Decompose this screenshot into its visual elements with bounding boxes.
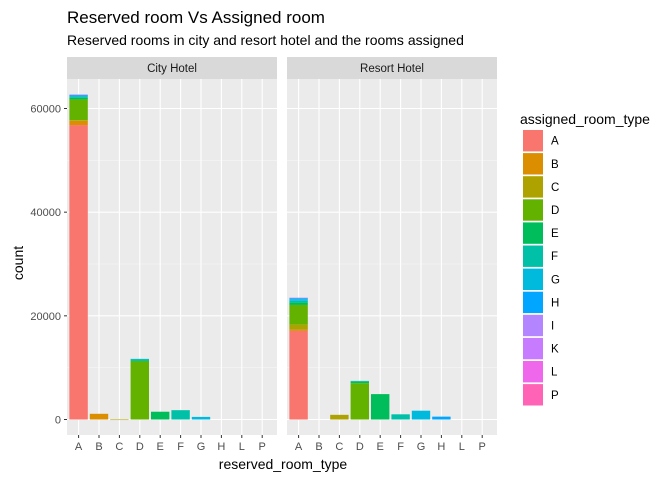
- x-tick-label: E: [157, 441, 164, 453]
- x-tick-label: G: [197, 441, 206, 453]
- legend-label: B: [551, 159, 559, 171]
- y-tick-label: 0: [55, 415, 61, 427]
- legend-key: [523, 314, 543, 337]
- legend-label: I: [551, 321, 554, 333]
- x-tick-label: A: [75, 441, 83, 453]
- bar-segment: [69, 96, 88, 98]
- legend-key: [523, 361, 543, 383]
- bar-segment: [69, 125, 88, 420]
- x-tick-label: C: [335, 441, 343, 453]
- facet-panel: City Hotel: [67, 57, 277, 435]
- bar-segment: [151, 411, 170, 420]
- legend-key: [523, 130, 543, 152]
- bar-segment: [391, 414, 410, 420]
- bar-segment: [330, 414, 349, 420]
- x-tick-label: C: [115, 441, 123, 453]
- y-tick-label: 40000: [30, 207, 61, 219]
- x-tick-label: H: [217, 441, 225, 453]
- bar-segment: [371, 394, 390, 420]
- y-axis: 0 20000 40000 60000: [30, 104, 67, 427]
- facet-strip: [67, 57, 277, 79]
- bar-segment: [350, 381, 369, 384]
- x-tick-label: L: [459, 441, 465, 453]
- bar-segment: [289, 297, 308, 299]
- x-tick-label: P: [259, 441, 266, 453]
- bar-segment: [110, 419, 129, 421]
- y-axis-title: count: [10, 246, 26, 280]
- bar-segment: [130, 359, 149, 361]
- legend-label: K: [551, 344, 559, 356]
- bar-segment: [89, 413, 109, 420]
- bar-segment: [289, 302, 308, 305]
- legend-key: [523, 245, 543, 267]
- bar-segment: [432, 416, 451, 420]
- legend-label: P: [551, 390, 559, 402]
- bar-segment: [171, 410, 190, 420]
- x-tick-label: B: [95, 441, 102, 453]
- chart-subtitle: Reserved rooms in city and resort hotel …: [67, 32, 464, 48]
- legend-key: [523, 153, 543, 175]
- bar-segment: [289, 329, 308, 331]
- x-tick-label: L: [239, 441, 245, 453]
- bar-segment: [289, 330, 308, 420]
- bar-segment: [130, 360, 149, 362]
- legend-label: D: [551, 205, 559, 217]
- bar-segment: [69, 94, 88, 96]
- bar-segment: [130, 361, 149, 420]
- legend-label: L: [551, 367, 558, 379]
- facet-strip-label: Resort Hotel: [360, 63, 424, 75]
- facet-strip-label: City Hotel: [147, 63, 197, 75]
- x-tick-label: E: [377, 441, 384, 453]
- bar-segment: [350, 380, 369, 382]
- bar-segment: [289, 299, 308, 301]
- facet-panel: Resort Hotel: [287, 57, 497, 435]
- legend-key: [523, 199, 543, 221]
- bar-segment: [69, 97, 88, 100]
- legend-label: C: [551, 182, 559, 194]
- bar-segment: [289, 300, 308, 303]
- bar-segment: [69, 120, 88, 126]
- bar-segment: [289, 324, 308, 330]
- bar-segment: [350, 383, 369, 420]
- bar-segment: [69, 120, 88, 121]
- legend-key: [523, 222, 543, 244]
- bar-segment: [411, 410, 431, 420]
- bar-segment: [69, 95, 88, 96]
- x-axis-title: reserved_room_type: [219, 456, 348, 472]
- x-tick-label: G: [417, 441, 426, 453]
- bar-segment: [69, 99, 88, 121]
- x-tick-label: F: [177, 441, 184, 453]
- facet-panels: City Hotel Resort Hotel: [67, 57, 497, 435]
- legend-label: A: [551, 136, 559, 148]
- x-tick-label: A: [295, 441, 303, 453]
- legend-key: [523, 337, 543, 360]
- x-tick-label: D: [136, 441, 144, 453]
- bar-segment: [289, 304, 308, 325]
- y-tick-label: 60000: [30, 104, 61, 116]
- x-tick-label: D: [356, 441, 364, 453]
- y-tick-label: 20000: [30, 311, 61, 323]
- bar-segment: [130, 358, 149, 360]
- legend-key: [523, 268, 543, 290]
- x-tick-label: B: [315, 441, 322, 453]
- x-tick-label: P: [479, 441, 486, 453]
- legend-label: F: [551, 251, 558, 263]
- legend-title: assigned_room_type: [520, 111, 650, 127]
- legend-label: E: [551, 228, 559, 240]
- x-tick-label: H: [437, 441, 445, 453]
- facet-strip: [287, 57, 497, 79]
- legend-key: [523, 176, 543, 198]
- legend-label: G: [551, 274, 560, 286]
- chart-title: Reserved room Vs Assigned room: [67, 8, 325, 27]
- bar-segment: [289, 298, 308, 300]
- legend-label: H: [551, 297, 559, 309]
- x-tick-label: F: [397, 441, 404, 453]
- bar-segment: [191, 416, 211, 420]
- legend-key: [523, 291, 543, 314]
- bar-segment: [69, 95, 88, 97]
- legend-key: [523, 384, 543, 406]
